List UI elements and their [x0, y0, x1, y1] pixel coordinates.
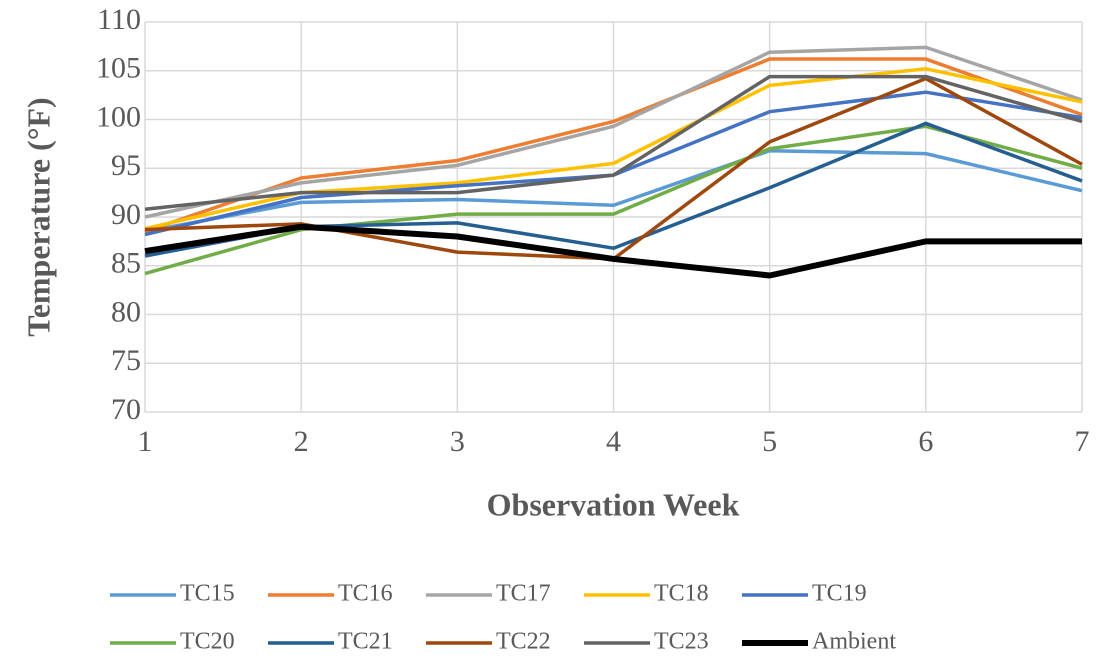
- x-tick-label: 4: [606, 425, 621, 458]
- series-line: [144, 45, 1083, 219]
- y-tick-label: 110: [97, 3, 141, 36]
- x-tick-label: 1: [138, 425, 153, 458]
- legend-label: TC16: [338, 581, 393, 607]
- y-tick-label: 105: [96, 52, 141, 85]
- y-tick-label: 85: [111, 247, 141, 280]
- y-tick-label: 75: [111, 344, 141, 377]
- legend-label: TC22: [496, 629, 551, 655]
- y-tick-label: 80: [111, 295, 141, 328]
- y-tick-label: 95: [111, 149, 141, 182]
- x-tick-label: 2: [294, 425, 309, 458]
- series-line: [144, 74, 1083, 211]
- legend-label: TC15: [180, 581, 235, 607]
- legend-label: TC19: [812, 581, 867, 607]
- series-line: [144, 223, 1082, 279]
- x-tick-label: 5: [762, 425, 777, 458]
- y-tick-label: 90: [111, 198, 141, 231]
- series-line: [144, 57, 1083, 234]
- y-tick-label: 100: [96, 100, 141, 133]
- series-line: [144, 148, 1083, 234]
- y-tick-label: 70: [111, 393, 141, 426]
- legend-label: TC17: [496, 581, 551, 607]
- x-tick-label: 3: [450, 425, 465, 458]
- legend-label: Ambient: [812, 629, 896, 655]
- legend-label: TC23: [654, 629, 709, 655]
- y-axis-title: Temperature (°F): [20, 97, 56, 336]
- legend-label: TC21: [338, 629, 393, 655]
- legend-label: TC20: [180, 629, 235, 655]
- x-axis-title: Observation Week: [487, 486, 740, 522]
- legend-label: TC18: [654, 581, 709, 607]
- x-tick-label: 7: [1075, 425, 1090, 458]
- x-tick-label: 6: [918, 425, 933, 458]
